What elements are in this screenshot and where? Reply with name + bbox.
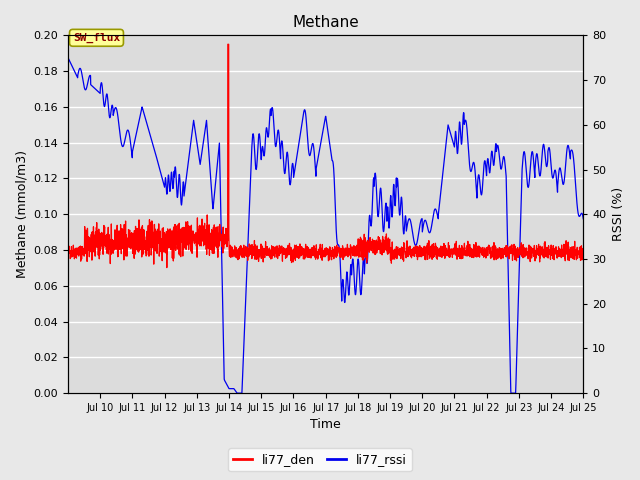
Y-axis label: RSSI (%): RSSI (%): [612, 187, 625, 241]
X-axis label: Time: Time: [310, 419, 341, 432]
Text: SW_flux: SW_flux: [73, 33, 120, 43]
Y-axis label: Methane (mmol/m3): Methane (mmol/m3): [15, 150, 28, 278]
Title: Methane: Methane: [292, 15, 359, 30]
Legend: li77_den, li77_rssi: li77_den, li77_rssi: [228, 448, 412, 471]
